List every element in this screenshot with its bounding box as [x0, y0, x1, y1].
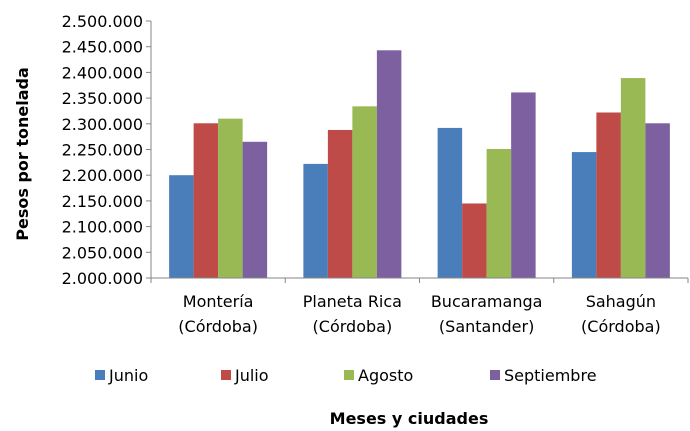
y-tick-label: 2.200.000: [62, 166, 143, 185]
bar-agosto: [352, 106, 377, 278]
y-tick-label: 2.500.000: [62, 12, 143, 31]
bar-julio: [193, 123, 219, 278]
x-category-label: Bucaramanga: [431, 292, 543, 311]
x-axis-ticks: [150, 278, 689, 283]
legend-label: Agosto: [358, 366, 413, 385]
x-axis-title: Meses y ciudades: [330, 409, 489, 428]
bar-agosto: [486, 148, 512, 278]
bar-agosto: [620, 78, 646, 278]
legend-swatch: [221, 370, 231, 380]
bar-julio: [327, 129, 353, 278]
y-axis-title: Pesos por tonelada: [13, 67, 32, 241]
x-category-label: (Córdoba): [581, 317, 661, 336]
bar-septiembre: [376, 50, 402, 278]
bar-julio: [596, 112, 621, 278]
y-tick-label: 2.000.000: [62, 269, 143, 288]
y-tick-label: 2.400.000: [62, 63, 143, 82]
bar-junio: [303, 163, 328, 278]
bar-junio: [437, 127, 463, 278]
bar-junio: [169, 175, 194, 278]
bar-septiembre: [242, 141, 268, 278]
bar-julio: [462, 203, 487, 278]
x-category-label: (Santander): [439, 317, 534, 336]
y-tick-label: 2.350.000: [62, 89, 143, 108]
legend-item-agosto: Agosto: [344, 366, 413, 385]
legend-swatch: [490, 370, 500, 380]
x-category-label: (Córdoba): [178, 317, 258, 336]
y-tick-label: 2.250.000: [62, 141, 143, 160]
x-category-label: Planeta Rica: [303, 292, 402, 311]
y-tick-label: 2.150.000: [62, 192, 143, 211]
y-tick-label: 2.450.000: [62, 38, 143, 57]
bar-septiembre: [645, 123, 670, 278]
legend-label: Julio: [234, 366, 269, 385]
x-axis-category-labels: Montería (Córdoba) Planeta Rica (Córdoba) Bu…: [178, 292, 660, 336]
x-category-label: Sahagún: [586, 292, 656, 311]
y-axis-ticks: 2.000.000 2.050.000 2.100.000 2.150.000 2.20…: [62, 12, 151, 288]
y-tick-label: 2.100.000: [62, 218, 143, 237]
bars: [169, 50, 670, 278]
legend: Junio Julio Agosto Septiembre: [95, 366, 597, 385]
y-tick-label: 2.300.000: [62, 115, 143, 134]
y-tick-label: 2.050.000: [62, 243, 143, 262]
x-category-label: Montería: [183, 292, 254, 311]
legend-label: Junio: [108, 366, 148, 385]
x-category-label: (Córdoba): [313, 317, 393, 336]
legend-item-julio: Julio: [221, 366, 269, 385]
bar-agosto: [218, 118, 243, 278]
legend-label: Septiembre: [504, 366, 597, 385]
legend-swatch: [95, 370, 105, 380]
bar-junio: [571, 152, 597, 278]
legend-item-septiembre: Septiembre: [490, 366, 597, 385]
legend-swatch: [344, 370, 354, 380]
bar-septiembre: [511, 92, 536, 278]
legend-item-junio: Junio: [95, 366, 148, 385]
